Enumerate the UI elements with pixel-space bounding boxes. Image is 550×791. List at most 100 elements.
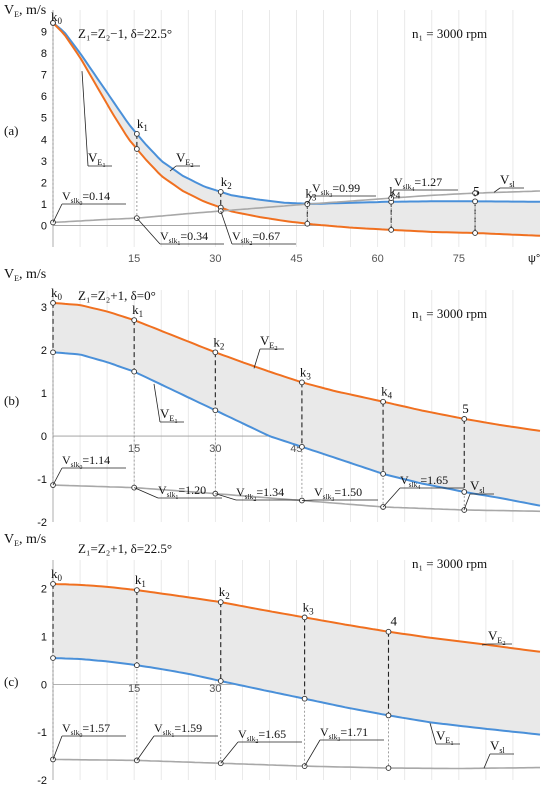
y-tick-label: -1 bbox=[37, 474, 47, 486]
y-tick-label: -2 bbox=[37, 775, 47, 786]
series-callout-leader bbox=[493, 187, 501, 193]
point-marker bbox=[472, 190, 478, 196]
point-label: k1 bbox=[137, 116, 148, 133]
point-label: k3 bbox=[300, 364, 312, 381]
point-marker bbox=[299, 379, 305, 386]
point-label: k0 bbox=[51, 566, 63, 583]
point-marker bbox=[50, 349, 56, 356]
x-tick-label: 60 bbox=[372, 253, 384, 265]
y-tick-label: 8 bbox=[41, 48, 47, 60]
y-tick-label: 5 bbox=[41, 113, 47, 125]
series-label: Vsl bbox=[490, 738, 506, 755]
point-marker bbox=[301, 695, 308, 702]
callout-leader bbox=[301, 499, 315, 501]
point-marker bbox=[212, 349, 219, 356]
series-label: VE2 bbox=[488, 628, 506, 647]
point-marker bbox=[50, 581, 56, 587]
series-label: VE1 bbox=[160, 406, 178, 425]
point-marker bbox=[472, 230, 478, 236]
x-tick-label: 30 bbox=[209, 683, 221, 695]
callout-leader bbox=[306, 195, 313, 205]
point-marker bbox=[50, 219, 56, 226]
point-label: k2 bbox=[219, 584, 230, 601]
panel-label: (b) bbox=[4, 393, 19, 408]
point-marker bbox=[461, 489, 468, 495]
point-label: k2 bbox=[213, 334, 224, 351]
velocity-band bbox=[53, 583, 540, 735]
series-label: VE2 bbox=[176, 150, 194, 169]
series-callout-leader bbox=[153, 383, 161, 423]
point-marker bbox=[380, 471, 386, 477]
point-marker bbox=[380, 398, 386, 405]
point-marker bbox=[50, 20, 56, 26]
point-marker bbox=[217, 678, 224, 684]
x-tick-label: 75 bbox=[453, 253, 465, 265]
point-label: k1 bbox=[135, 572, 146, 589]
point-marker bbox=[50, 655, 56, 661]
velocity-band bbox=[53, 22, 540, 236]
point-marker bbox=[385, 712, 392, 719]
x-tick-label: 15 bbox=[128, 253, 140, 265]
point-marker bbox=[134, 146, 140, 152]
series-callout-leader bbox=[81, 71, 89, 167]
panel-label: (c) bbox=[4, 674, 18, 689]
y-tick-label: 2 bbox=[41, 584, 47, 596]
callout-leader bbox=[220, 741, 239, 764]
y-tick-label: -2 bbox=[37, 517, 47, 529]
y-tick-label: 1 bbox=[41, 199, 47, 211]
callout-leader bbox=[304, 739, 321, 767]
y-tick-label: 9 bbox=[41, 27, 47, 39]
y-axis-label: VE, m/s bbox=[4, 532, 46, 548]
series-callout-leader bbox=[429, 722, 437, 745]
point-marker bbox=[217, 188, 224, 195]
point-marker bbox=[134, 587, 140, 593]
panel-3: -2-101215304560ψ°VE, m/s(c)Z₁=Z₂+1, δ=22… bbox=[4, 532, 541, 787]
point-marker bbox=[50, 300, 56, 306]
panel-label: (a) bbox=[4, 123, 18, 138]
point-label: k4 bbox=[381, 384, 393, 401]
x-tick-label: 15 bbox=[128, 683, 140, 695]
point-marker bbox=[217, 599, 224, 605]
callout-leader bbox=[52, 467, 63, 486]
point-label: k0 bbox=[51, 285, 63, 302]
point-marker bbox=[461, 416, 468, 422]
point-marker bbox=[472, 198, 478, 205]
y-tick-label: 4 bbox=[41, 134, 47, 146]
series-callout-leader bbox=[483, 753, 491, 769]
y-tick-label: 1 bbox=[41, 388, 47, 400]
y-tick-label: 6 bbox=[41, 91, 47, 103]
series-callout-leader bbox=[253, 348, 261, 369]
parameters-label: Z₁=Z₂+1, δ=0° bbox=[78, 288, 156, 303]
point-marker bbox=[131, 368, 138, 375]
point-marker bbox=[304, 220, 311, 227]
point-marker bbox=[131, 317, 138, 323]
y-tick-label: 3 bbox=[41, 302, 47, 314]
series-callout-leader bbox=[463, 493, 471, 511]
x-tick-label: 30 bbox=[209, 443, 221, 455]
series-callout-leader bbox=[481, 643, 489, 646]
point-marker bbox=[385, 628, 392, 635]
series-label: Vsl bbox=[500, 172, 516, 189]
speed-label: n₁ = 3000 rpm bbox=[412, 556, 487, 571]
point-marker bbox=[134, 662, 140, 669]
y-tick-label: 7 bbox=[41, 70, 47, 82]
y-tick-label: -1 bbox=[37, 727, 47, 739]
callout-leader bbox=[134, 487, 159, 499]
velocity-band bbox=[53, 302, 540, 506]
point-marker bbox=[212, 407, 219, 414]
callout-leader bbox=[215, 493, 237, 501]
callout-leader bbox=[220, 210, 233, 245]
callout-leader bbox=[52, 735, 63, 760]
y-tick-label: 3 bbox=[41, 156, 47, 168]
y-tick-label: 0 bbox=[41, 431, 47, 443]
series-line-v-e2 bbox=[52, 22, 541, 205]
y-tick-label: 2 bbox=[41, 177, 47, 189]
point-marker bbox=[388, 227, 395, 233]
series-label: VE1 bbox=[436, 728, 454, 747]
y-tick-label: 1 bbox=[41, 632, 47, 644]
callout-leader bbox=[52, 203, 63, 223]
panel-2: -2-101231530456075ψ°VE, m/s(b)Z₁=Z₂+1, δ… bbox=[4, 267, 541, 529]
point-label: k0 bbox=[51, 9, 63, 26]
point-marker bbox=[301, 614, 308, 621]
